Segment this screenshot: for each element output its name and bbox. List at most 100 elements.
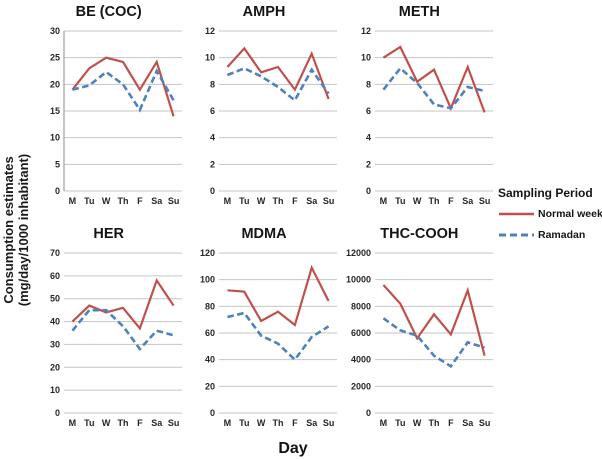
chart-title: METH <box>398 4 440 20</box>
legend-entry-label: Ramadan <box>538 229 586 241</box>
legend: Sampling Period Normal week Ramadan <box>498 186 602 250</box>
x-tick-label: Sa <box>462 418 474 428</box>
chart-title: HER <box>93 226 124 242</box>
chart-svg-thc-cooh: 0 2000 4000 6000 8000 10000 12000 M Tu W Th F Sa Su <box>346 248 493 428</box>
y-tick-label: 20 <box>50 362 60 372</box>
y-tick-label: 0 <box>210 186 215 196</box>
y-tick-label: 4 <box>210 133 215 143</box>
x-tick-label: M <box>69 196 77 206</box>
y-tick-label: 0 <box>55 186 60 196</box>
x-tick-label: W <box>413 418 422 428</box>
y-tick-label: 4 <box>366 133 371 143</box>
x-tick-label: Tu <box>395 418 405 428</box>
legend-entry-label: Normal week <box>538 208 602 220</box>
chart-title: MDMA <box>241 226 287 242</box>
x-tick-label: F <box>137 418 143 428</box>
series-line-ramadan <box>382 66 485 110</box>
y-tick-label: 10 <box>50 385 60 395</box>
y-axis-label-container: Consumption estimates (mg/day/1000 inhab… <box>0 0 32 459</box>
y-tick-label: 10 <box>361 53 371 63</box>
y-tick-label: 12 <box>361 26 371 36</box>
series-line-ramadan <box>382 317 485 369</box>
y-tick-label: 120 <box>200 248 215 258</box>
y-tick-label: 12000 <box>346 248 371 258</box>
y-tick-label: 30 <box>50 339 60 349</box>
series-line-normal-week <box>71 56 175 117</box>
y-tick-label: 0 <box>210 408 215 418</box>
x-tick-label: W <box>257 196 266 206</box>
normal-week-line-swatch-icon <box>499 212 534 216</box>
y-tick-label: 4000 <box>351 355 371 365</box>
x-tick-label: Sa <box>151 418 163 428</box>
x-tick-label: Th <box>118 196 129 206</box>
series-line-ramadan <box>72 68 175 113</box>
x-tick-label: Sa <box>307 196 319 206</box>
y-tick-label: 0 <box>55 408 60 418</box>
series-line-ramadan <box>227 311 330 362</box>
y-tick-label: 20 <box>205 381 215 391</box>
y-tick-label: 12 <box>205 26 215 36</box>
x-tick-label: F <box>293 418 299 428</box>
chart-panel-amph: AMPH 0 2 4 6 8 10 12 M Tu W Th F Sa Su <box>186 2 341 214</box>
x-tick-label: F <box>293 196 299 206</box>
y-tick-label: 30 <box>50 26 60 36</box>
x-tick-label: Tu <box>395 196 405 206</box>
y-tick-label: 25 <box>50 53 60 63</box>
x-tick-label: Tu <box>84 418 94 428</box>
x-axis-label: Day <box>278 440 308 457</box>
x-tick-label: Tu <box>84 196 94 206</box>
chart-svg-mdma: 0 20 40 60 80 100 120 M Tu W Th F Sa Su <box>200 248 338 428</box>
series-line-normal-week <box>382 45 486 113</box>
chart-panel-meth: METH 0 2 4 6 8 10 12 M Tu W Th F Sa Su <box>342 2 497 214</box>
x-tick-label: M <box>379 196 387 206</box>
x-tick-label: M <box>224 418 232 428</box>
chart-panel-be-coc: BE (COC) 0 5 10 15 20 25 30 M Tu W Th F Sa Su <box>31 2 186 214</box>
x-tick-label: Sa <box>307 418 319 428</box>
x-tick-label: Th <box>428 196 439 206</box>
x-tick-label: F <box>137 196 143 206</box>
x-tick-label: F <box>448 418 454 428</box>
y-tick-label: 10 <box>50 133 60 143</box>
x-tick-label: M <box>224 196 232 206</box>
chart-svg-be-coc: 0 5 10 15 20 25 30 M Tu W Th F Sa Su <box>50 26 183 206</box>
x-tick-label: Su <box>479 196 491 206</box>
y-tick-label: 20 <box>50 79 60 89</box>
y-tick-label: 10 <box>205 53 215 63</box>
y-tick-label: 6000 <box>351 328 371 338</box>
chart-title: BE (COC) <box>75 4 142 20</box>
chart-panel-thc-cooh: THC-COOH 0 2000 4000 6000 8000 10000 12000 M Tu W… <box>342 224 497 436</box>
chart-svg-amph: 0 2 4 6 8 10 12 M Tu W Th F Sa Su <box>205 26 338 206</box>
y-tick-label: 60 <box>205 328 215 338</box>
x-tick-label: Sa <box>462 196 474 206</box>
ramadan-dashed-line-swatch-icon <box>499 233 534 237</box>
x-tick-label: M <box>69 418 77 428</box>
y-tick-label: 0 <box>366 186 371 196</box>
y-tick-label: 6 <box>210 106 215 116</box>
y-axis-label-line1: Consumption estimates <box>1 155 17 304</box>
y-tick-label: 8 <box>210 79 215 89</box>
x-tick-label: F <box>448 196 454 206</box>
x-tick-label: Sa <box>151 196 163 206</box>
x-tick-label: Th <box>428 418 439 428</box>
y-tick-label: 40 <box>50 317 60 327</box>
series-line-normal-week <box>227 264 331 327</box>
y-axis-label: Consumption estimates (mg/day/1000 inhab… <box>1 153 31 305</box>
x-tick-label: W <box>257 418 266 428</box>
chart-svg-meth: 0 2 4 6 8 10 12 M Tu W Th F Sa Su <box>361 26 493 206</box>
x-tick-label: W <box>413 196 422 206</box>
series-line-normal-week <box>71 277 175 331</box>
chart-title: THC-COOH <box>380 226 459 242</box>
x-tick-label: W <box>102 418 111 428</box>
x-tick-label: Su <box>479 418 491 428</box>
x-tick-label: Th <box>273 418 284 428</box>
y-tick-label: 2 <box>210 159 215 169</box>
x-tick-label: Tu <box>240 196 250 206</box>
y-tick-label: 70 <box>50 248 60 258</box>
x-tick-label: Th <box>118 418 129 428</box>
x-tick-label: Su <box>168 196 180 206</box>
series-line-ramadan <box>227 66 331 103</box>
y-tick-label: 8000 <box>351 301 371 311</box>
chart-panel-her: HER 0 10 20 30 40 50 60 70 M Tu W Th F Sa Su <box>31 224 186 436</box>
